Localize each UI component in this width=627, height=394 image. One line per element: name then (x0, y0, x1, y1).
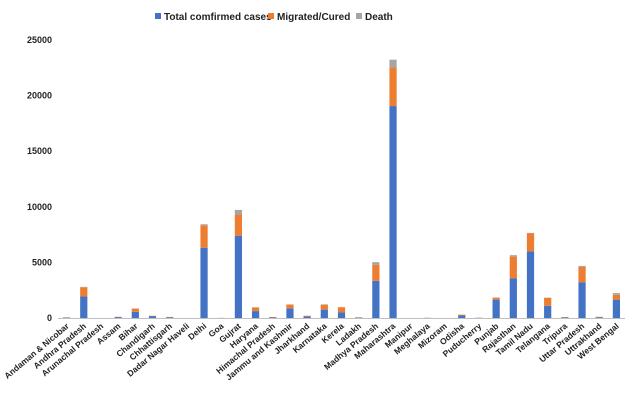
bar-segment (389, 106, 397, 318)
legend-swatch (356, 13, 362, 19)
bar-segment (234, 209, 243, 215)
y-tick-label: 0 (47, 313, 52, 323)
bar-segment (80, 296, 88, 318)
bar-segment (492, 299, 500, 318)
legend-label: Death (365, 12, 393, 23)
bar-segment (389, 67, 397, 107)
bar-segment (612, 294, 621, 300)
bar-segment (458, 315, 466, 318)
y-tick-label: 10000 (27, 202, 52, 212)
bar-segment (578, 266, 586, 283)
bar-segment (148, 316, 157, 318)
bar-segment (80, 287, 88, 297)
bar-segment (320, 309, 328, 318)
bar-segment (200, 247, 208, 318)
bar-segment (131, 308, 139, 312)
bar-segment (578, 265, 586, 267)
bar-segment (200, 224, 208, 226)
y-tick-label: 25000 (27, 35, 52, 45)
bar-segment (458, 314, 466, 316)
bar-segment (561, 317, 569, 318)
bar-segment (612, 293, 621, 295)
bar-segment (492, 297, 500, 300)
bar-segment (509, 255, 517, 257)
bar-segment (509, 256, 517, 279)
bar-segment (337, 312, 346, 318)
bar-segment (303, 316, 311, 318)
bar-segment (131, 311, 139, 318)
bar-segment (286, 304, 294, 309)
bar-segment (389, 59, 397, 68)
bar-segment (303, 315, 311, 317)
bar-segment (234, 235, 243, 318)
bar-segment (372, 262, 380, 265)
legend-label: Total comfirmed cases (164, 12, 272, 23)
y-tick-label: 5000 (32, 257, 52, 267)
legend-swatch (155, 13, 161, 19)
bar-segment (509, 278, 517, 318)
legend-label: Migrated/Cured (277, 12, 350, 23)
bar-segment (372, 280, 380, 318)
bar-segment (269, 317, 277, 318)
y-tick-label: 20000 (27, 91, 52, 101)
bar-segment (526, 251, 535, 318)
bar-segment (251, 311, 260, 318)
y-tick-label: 15000 (27, 146, 52, 156)
bar-segment (320, 304, 328, 310)
bar-segment (251, 307, 260, 312)
bar-segment (114, 317, 122, 318)
bar-segment (544, 297, 552, 306)
bar-segment (234, 214, 243, 236)
bar-segment (526, 232, 535, 234)
bar-segment (612, 299, 621, 318)
legend-swatch (268, 13, 274, 19)
bar-segment (526, 233, 535, 252)
bar-segment (595, 317, 603, 318)
bar-segment (372, 264, 380, 281)
bar-segment (578, 282, 586, 318)
bar-segment (200, 225, 208, 248)
bar-segment (337, 307, 346, 313)
bar-segment (166, 317, 174, 318)
x-tick-label: Delhi (186, 321, 208, 342)
bar-segment (544, 305, 552, 318)
bar-segment (286, 308, 294, 318)
